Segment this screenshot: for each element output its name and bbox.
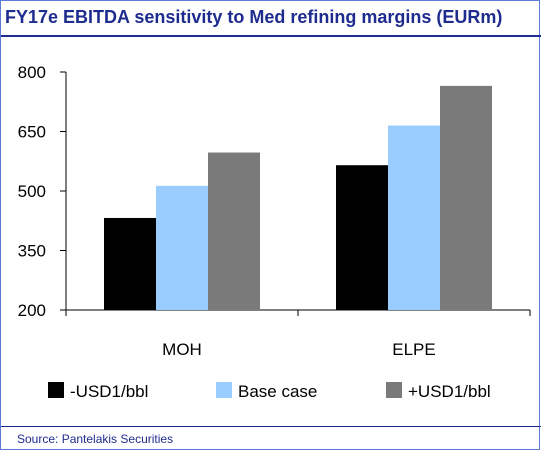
bar bbox=[440, 85, 492, 310]
bar bbox=[336, 165, 388, 310]
legend-swatch bbox=[48, 382, 64, 398]
footer-rule bbox=[1, 426, 541, 427]
y-tick-label: 200 bbox=[18, 301, 46, 320]
legend-label: -USD1/bbl bbox=[70, 382, 148, 401]
title-rule bbox=[1, 35, 541, 37]
bar bbox=[208, 152, 260, 310]
bar bbox=[104, 217, 156, 310]
source-note: Source: Pantelakis Securities bbox=[17, 432, 174, 446]
legend-swatch bbox=[386, 382, 402, 398]
bar bbox=[156, 185, 208, 310]
y-tick-label: 350 bbox=[18, 242, 46, 261]
legend-label: +USD1/bbl bbox=[408, 382, 491, 401]
x-category-label: ELPE bbox=[392, 340, 435, 359]
legend-swatch bbox=[216, 382, 232, 398]
y-tick-label: 650 bbox=[18, 123, 46, 142]
bar bbox=[388, 125, 440, 310]
chart-title: FY17e EBITDA sensitivity to Med refining… bbox=[5, 7, 503, 27]
y-tick-label: 800 bbox=[18, 63, 46, 82]
x-category-label: MOH bbox=[162, 340, 202, 359]
legend-label: Base case bbox=[238, 382, 317, 401]
y-tick-label: 500 bbox=[18, 182, 46, 201]
